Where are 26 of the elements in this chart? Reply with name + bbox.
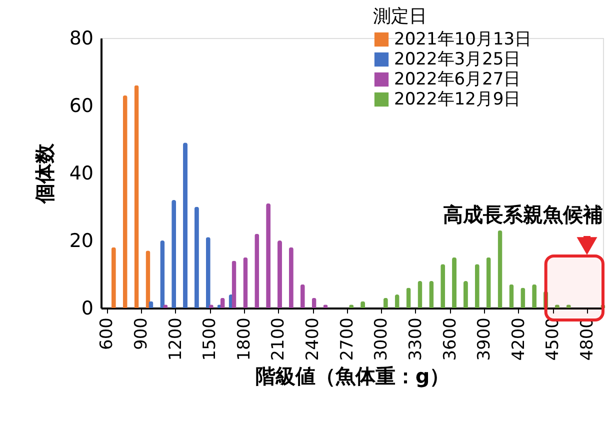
legend-label: 2021年10月13日	[394, 30, 532, 50]
legend-label: 2022年6月27日	[394, 70, 521, 90]
legend-label: 2022年3月25日	[394, 50, 521, 70]
y-tick-label: 80	[69, 28, 94, 50]
x-tick-label: 3600	[440, 318, 460, 361]
x-tick-label: 4200	[508, 318, 529, 361]
y-tick-label: 40	[69, 162, 94, 184]
y-tick-label: 0	[81, 298, 94, 320]
x-tick-label: 3900	[474, 318, 495, 361]
y-tick-label: 60	[69, 95, 94, 117]
x-tick-label: 1800	[234, 318, 254, 361]
x-tick-label: 3300	[406, 318, 426, 361]
x-tick-label: 1200	[166, 318, 186, 361]
y-tick-label: 20	[69, 230, 94, 252]
x-tick-label: 2700	[337, 318, 358, 361]
legend-label: 2022年12月9日	[394, 90, 521, 110]
y-axis-title: 個体数	[32, 142, 56, 204]
x-tick-label: 600	[97, 318, 118, 350]
x-tick-label: 900	[132, 318, 152, 350]
x-axis-title: 階級値（魚体重：g）	[255, 364, 450, 388]
x-tick-label: 2100	[268, 318, 289, 361]
legend-title: 測定日	[373, 6, 427, 27]
x-tick-label: 2400	[303, 318, 324, 361]
x-tick-label: 3000	[372, 318, 392, 361]
annotation: 高成長系親魚候補	[443, 202, 603, 226]
x-tick-label: 1500	[200, 318, 220, 361]
